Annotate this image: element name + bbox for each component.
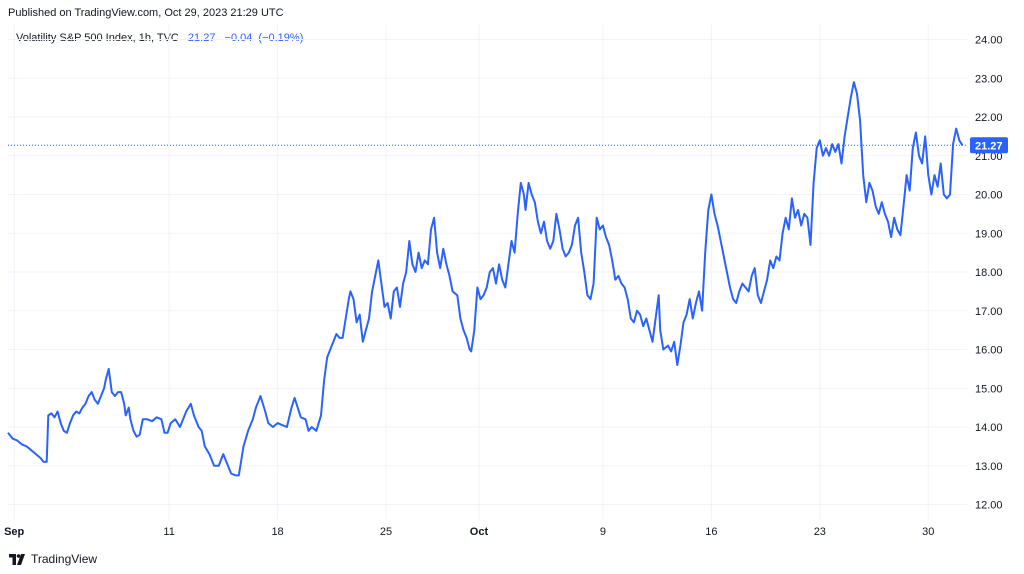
y-tick-label: 18.00 — [975, 267, 1003, 279]
y-tick-label: 12.00 — [975, 500, 1003, 512]
series-line — [7, 81, 964, 477]
y-tick-label: 16.00 — [975, 345, 1003, 357]
published-caption: Published on TradingView.com, Oct 29, 20… — [8, 7, 284, 19]
price-badge: 21.27 — [970, 137, 1008, 154]
x-tick-label: Sep — [4, 526, 24, 538]
y-tick-label: 13.00 — [975, 461, 1003, 473]
legend-symbol: Volatility S&P 500 Index, 1h, TVC — [16, 32, 179, 44]
y-tick-label: 22.00 — [975, 112, 1003, 124]
y-tick-label: 17.00 — [975, 306, 1003, 318]
legend-change-pct: (−0.19%) — [258, 32, 304, 44]
y-tick-label: 23.00 — [975, 73, 1003, 85]
x-tick-label: 25 — [380, 526, 392, 538]
price-chart[interactable]: 12.00 13.00 14.00 15.00 16.00 17.00 18.00 19.00… — [0, 24, 1024, 544]
tradingview-logo-icon — [9, 553, 25, 565]
x-tick-label: 23 — [814, 526, 826, 538]
legend-last: 21.27 — [187, 32, 216, 44]
y-tick-label: 15.00 — [975, 383, 1003, 395]
price-badge-box — [970, 137, 1008, 154]
y-tick-label: 20.00 — [975, 190, 1003, 202]
x-axis: Sep 11 18 25 Oct 9 16 23 30 — [4, 526, 934, 538]
symbol-legend[interactable]: Volatility S&P 500 Index, 1h, TVC 21.27 … — [16, 32, 303, 44]
x-tick-label: 11 — [163, 526, 174, 538]
x-tick-label: 30 — [922, 526, 934, 538]
legend-change: −0.04 — [224, 32, 253, 44]
y-tick-label: 24.00 — [975, 35, 1003, 47]
footer-brand-label: TradingView — [31, 552, 98, 566]
y-tick-label: 21.00 — [975, 151, 1003, 163]
y-tick-label: 19.00 — [975, 228, 1003, 240]
x-tick-label: 16 — [705, 526, 717, 538]
grid — [8, 24, 967, 520]
x-tick-label: 18 — [271, 526, 283, 538]
x-tick-label: 9 — [600, 526, 606, 538]
price-badge-label: 21.27 — [975, 140, 1003, 152]
footer-brand[interactable]: TradingView — [9, 552, 97, 566]
y-axis: 12.00 13.00 14.00 15.00 16.00 17.00 18.00 19.00… — [975, 35, 1003, 512]
y-tick-label: 14.00 — [975, 422, 1003, 434]
x-tick-label: Oct — [470, 526, 489, 538]
